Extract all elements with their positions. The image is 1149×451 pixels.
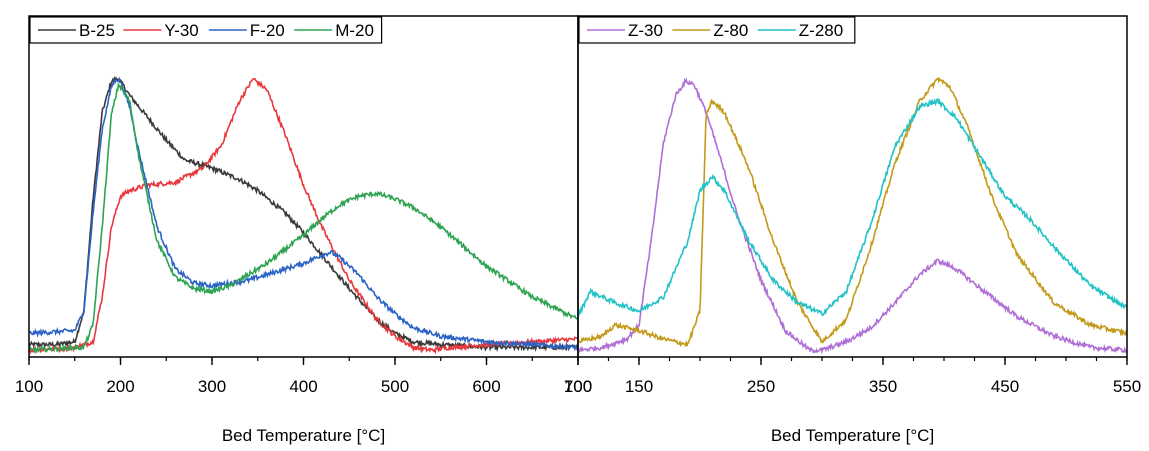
legend-label-z-80: Z-80 [713,21,748,40]
plot-frame [577,15,1128,358]
legend-label-z-280: Z-280 [799,21,843,40]
series-line-m-20 [29,81,578,355]
x-tick-label: 350 [869,377,897,396]
x-tick-label: 150 [625,377,653,396]
x-tick-label: 450 [991,377,1019,396]
x-tick-label: 250 [747,377,775,396]
x-axis-title: Bed Temperature [°C] [222,426,385,445]
x-tick-label: 300 [198,377,226,396]
legend-label-b-25: B-25 [79,21,115,40]
series-line-z-30 [578,77,1127,355]
x-tick-label: 200 [106,377,134,396]
x-tick-label: 500 [381,377,409,396]
x-tick-label: 400 [289,377,317,396]
x-axis-title: Bed Temperature [°C] [771,426,934,445]
x-tick-label: 600 [472,377,500,396]
x-tick-label: 100 [15,377,43,396]
legend-label-y-30: Y-30 [164,21,198,40]
x-tick-label: 550 [1113,377,1141,396]
series-line-z-280 [578,97,1127,318]
series-line-b-25 [29,75,578,353]
x-tick-label: 700 [564,377,592,396]
legend-label-z-30: Z-30 [628,21,663,40]
x-tick-label: 100 [564,377,592,396]
series-line-z-80 [578,76,1127,348]
series-line-f-20 [29,76,578,352]
legend-label-m-20: M-20 [335,21,374,40]
legend-label-f-20: F-20 [250,21,285,40]
